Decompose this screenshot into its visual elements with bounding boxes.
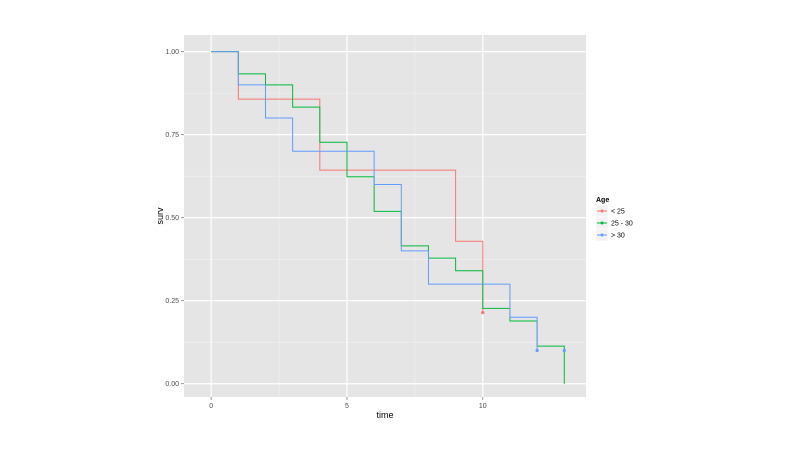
- x-tick-label: 5: [345, 403, 349, 410]
- grid-major: [184, 35, 586, 397]
- censor-point: [562, 348, 566, 353]
- x-tick-label: 0: [209, 403, 213, 410]
- y-tick-label: 1.00: [165, 49, 179, 56]
- y-tick-label: 0.75: [165, 132, 179, 139]
- censor-marks: [481, 311, 566, 353]
- censor-point: [481, 311, 485, 315]
- legend-label: < 25: [611, 209, 625, 216]
- y-tick-label: 0.25: [165, 298, 179, 305]
- x-axis-title: time: [376, 410, 393, 420]
- legend-label: 25 - 30: [611, 221, 633, 228]
- legend-key-point: [600, 221, 604, 225]
- censor-point: [535, 348, 539, 353]
- legend-label: > 30: [611, 233, 625, 240]
- legend-key-point: [600, 209, 604, 213]
- grid-minor: [184, 35, 586, 397]
- x-axis: 0 5 10: [209, 397, 487, 410]
- series-lines: [211, 51, 565, 384]
- legend-key-point: [600, 233, 604, 237]
- y-tick-label: 0.50: [165, 215, 179, 222]
- legend-title: Age: [596, 197, 609, 204]
- y-axis-title: surv: [155, 207, 165, 225]
- series-line: [211, 51, 538, 351]
- legend-items: < 25 25 - 30 > 30: [595, 204, 633, 242]
- y-axis: 0.00 0.25 0.50 0.75 1.00: [165, 49, 184, 388]
- y-tick-label: 0.00: [165, 381, 179, 388]
- plot-panel: [184, 35, 586, 397]
- legend: Age < 25 25 - 30 > 30: [595, 197, 633, 242]
- x-tick-label: 10: [479, 403, 487, 410]
